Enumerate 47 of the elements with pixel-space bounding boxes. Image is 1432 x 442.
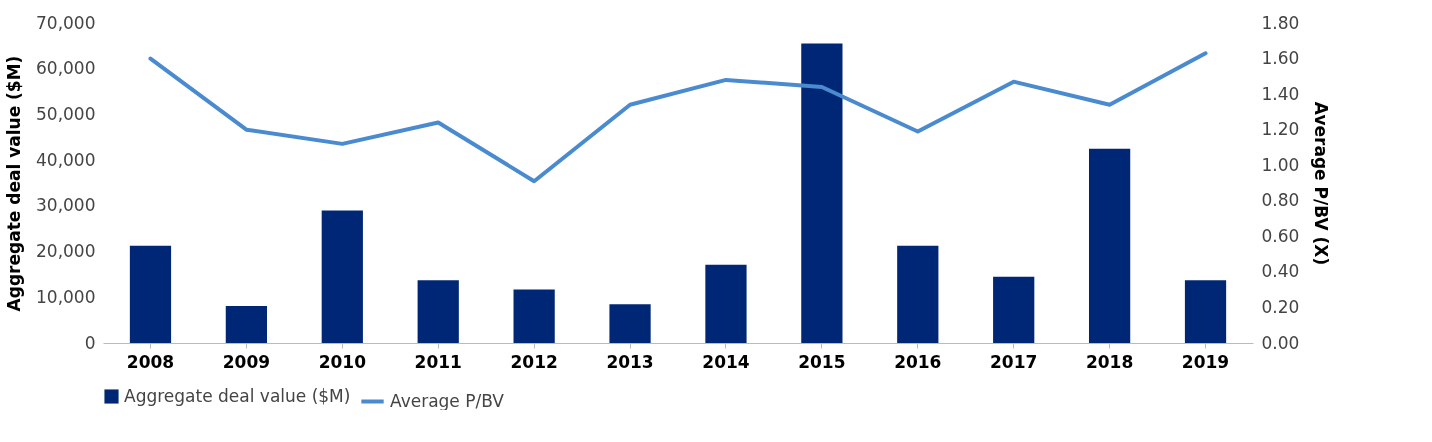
y2-tick-label: 1.20 xyxy=(1261,119,1300,140)
y2-tick-label: 1.60 xyxy=(1261,48,1300,69)
bar xyxy=(417,280,459,343)
y-tick-label: 20,000 xyxy=(36,241,96,262)
y2-tick-label: 0.20 xyxy=(1261,296,1300,317)
y2-tick-label: 1.40 xyxy=(1261,83,1300,104)
y-tick-label: 0 xyxy=(84,332,96,353)
y2-tick-label: 0.80 xyxy=(1261,190,1300,211)
y-tick-label: 40,000 xyxy=(36,149,96,170)
y-tick-label: 60,000 xyxy=(36,58,96,79)
bar xyxy=(129,245,172,343)
x-tick-label: 2017 xyxy=(990,351,1038,372)
x-tick-label: 2010 xyxy=(318,351,367,372)
y2-tick-label: 0.40 xyxy=(1261,261,1300,282)
x-tick-label: 2012 xyxy=(510,351,558,372)
y2-tick-label: 1.00 xyxy=(1261,154,1300,175)
legend-label: Aggregate deal value ($M) xyxy=(124,385,351,406)
x-tick-label: 2013 xyxy=(606,351,654,372)
bar xyxy=(705,264,747,343)
bar xyxy=(321,210,363,343)
bar xyxy=(1088,148,1131,343)
x-tick-label: 2008 xyxy=(126,351,175,372)
legend-label: Average P/BV xyxy=(390,390,505,411)
line-series xyxy=(148,51,1208,184)
y-tick-label: 70,000 xyxy=(36,12,96,33)
x-tick-label: 2011 xyxy=(414,351,462,372)
y-tick-label: 10,000 xyxy=(36,286,96,307)
bar xyxy=(609,304,651,343)
y2-tick-label: 1.80 xyxy=(1261,12,1300,33)
bar xyxy=(1184,280,1227,343)
x-tick-label: 2014 xyxy=(702,351,750,372)
y-tick-label: 30,000 xyxy=(36,195,96,216)
y-axis-title: Aggregate deal value ($M) xyxy=(4,55,25,312)
bar xyxy=(225,305,268,343)
y-tick-label: 50,000 xyxy=(36,103,96,124)
y2-tick-label: 0.60 xyxy=(1261,225,1300,246)
x-tick-label: 2019 xyxy=(1181,351,1230,372)
bar xyxy=(897,245,939,343)
x-tick-label: 2015 xyxy=(798,351,846,372)
x-tick-label: 2018 xyxy=(1085,351,1134,372)
bar xyxy=(513,289,555,343)
x-tick-label: 2016 xyxy=(894,351,942,372)
bar xyxy=(801,43,843,343)
y2-tick-label: 0.00 xyxy=(1261,332,1300,353)
bar xyxy=(993,276,1035,343)
y2-axis-title: Average P/BV (X) xyxy=(1311,101,1332,266)
x-tick-label: 2009 xyxy=(222,351,271,372)
